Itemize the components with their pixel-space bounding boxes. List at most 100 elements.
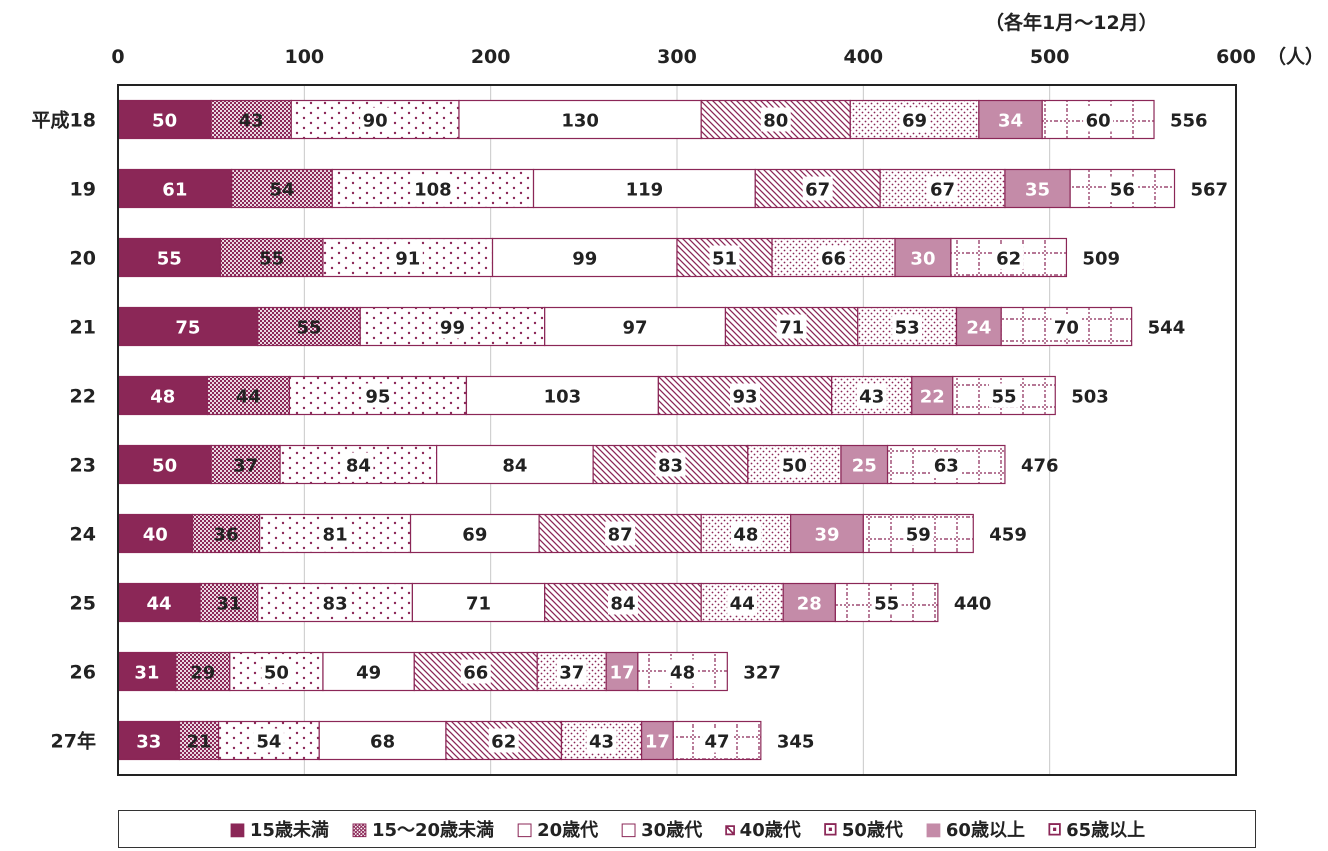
bar-value-label: 99 — [440, 318, 465, 339]
bar-total-label: 544 — [1148, 318, 1186, 339]
bar-value-label: 35 — [1025, 180, 1050, 201]
bar-value-label: 50 — [264, 663, 289, 684]
bar-segment — [318, 720, 447, 761]
bar-label-backing — [460, 659, 491, 684]
bar-segment — [175, 651, 231, 692]
legend-item: ▩ 15～20歳未満 — [351, 816, 494, 842]
category-label: 26 — [70, 662, 96, 684]
legend-marker-icon: □ — [516, 818, 534, 840]
bar-segment — [210, 444, 281, 485]
bar-label-backing — [856, 383, 887, 408]
x-tick-label: 200 — [471, 46, 511, 68]
bar-value-label: 62 — [996, 249, 1021, 270]
bar-label-backing — [488, 728, 519, 753]
plot-frame — [117, 84, 1237, 776]
bar-segment — [894, 237, 952, 278]
legend-label: 15歳未満 — [249, 820, 329, 841]
legend-marker-icon: ⧅ — [724, 818, 736, 840]
bar-value-label: 91 — [395, 249, 420, 270]
bar-label-backing — [392, 245, 423, 270]
bar-label-backing — [760, 107, 791, 132]
bar-value-label: 80 — [763, 111, 788, 132]
bar-label-backing — [556, 659, 587, 684]
bar-value-label: 84 — [610, 594, 635, 615]
legend-item: ■ 15歳未満 — [229, 816, 329, 842]
bar-value-label: 48 — [733, 525, 758, 546]
bar-label-backing — [360, 107, 391, 132]
bar-segment — [117, 582, 201, 623]
bar-label-backing — [607, 590, 638, 615]
bar-value-label: 75 — [175, 318, 200, 339]
bar-label-backing — [779, 452, 810, 477]
category-label: 19 — [70, 179, 96, 201]
legend-marker-icon: ▩ — [350, 818, 368, 840]
bar-value-label: 97 — [623, 318, 648, 339]
bar-label-backing — [320, 590, 351, 615]
bar-value-label: 53 — [895, 318, 920, 339]
category-label: 25 — [70, 593, 96, 615]
legend-label: 65歳以上 — [1066, 820, 1146, 841]
legend-item: ■ 60歳以上 — [925, 816, 1025, 842]
bar-value-label: 50 — [152, 111, 177, 132]
bar-segment — [1069, 168, 1176, 209]
bar-value-label: 99 — [572, 249, 597, 270]
bar-value-label: 17 — [645, 732, 670, 753]
bar-value-label: 119 — [626, 180, 664, 201]
x-tick-label: 0 — [111, 46, 124, 68]
x-tick-label: 300 — [657, 46, 697, 68]
bar-value-label: 50 — [782, 456, 807, 477]
bar-label-backing — [253, 728, 284, 753]
bar-value-label: 28 — [797, 594, 822, 615]
bar-value-label: 44 — [236, 387, 261, 408]
bar-value-label: 34 — [998, 111, 1023, 132]
bar-label-backing — [261, 659, 292, 684]
bar-label-backing — [437, 314, 468, 339]
bar-value-label: 90 — [363, 111, 388, 132]
bar-value-label: 55 — [296, 318, 321, 339]
bar-segment — [117, 444, 212, 485]
bar-segment — [560, 720, 643, 761]
bar-segment — [117, 99, 212, 140]
bar-segment — [436, 444, 594, 485]
legend-marker-icon: □ — [620, 818, 638, 840]
bar-value-label: 56 — [1110, 180, 1135, 201]
bar-label-backing — [605, 521, 636, 546]
bar-total-label: 567 — [1191, 180, 1229, 201]
bar-total-label: 327 — [743, 663, 781, 684]
bar-value-label: 37 — [233, 456, 258, 477]
x-tick-label: 600 — [1216, 46, 1256, 68]
bar-label-backing — [802, 176, 833, 201]
legend-item: ⧅ 40歳代 — [724, 816, 801, 842]
bar-value-label: 31 — [216, 594, 241, 615]
bar-value-label: 17 — [610, 663, 635, 684]
bar-label-backing — [931, 452, 962, 477]
bar-segment — [491, 237, 678, 278]
bar-segment — [117, 168, 233, 209]
category-label: 22 — [70, 386, 96, 408]
category-label: 27年 — [51, 730, 96, 753]
bar-segment — [231, 168, 333, 209]
bar-value-label: 39 — [814, 525, 839, 546]
bar-value-label: 55 — [991, 387, 1016, 408]
bar-value-label: 55 — [157, 249, 182, 270]
bar-total-label: 459 — [989, 525, 1027, 546]
bar-value-label: 130 — [561, 111, 599, 132]
bar-value-label: 68 — [370, 732, 395, 753]
bar-value-label: 67 — [805, 180, 830, 201]
bar-label-backing — [1107, 176, 1138, 201]
bar-value-label: 54 — [269, 180, 294, 201]
bar-label-backing — [655, 452, 686, 477]
bar-label-backing — [709, 245, 740, 270]
bar-segment — [199, 582, 259, 623]
bar-label-backing — [730, 521, 761, 546]
bar-value-label: 44 — [730, 594, 755, 615]
legend-label: 20歳代 — [537, 820, 599, 841]
bar-value-label: 84 — [502, 456, 527, 477]
bar-label-backing — [730, 383, 761, 408]
bar-total-label: 440 — [954, 594, 992, 615]
bar-total-label: 503 — [1071, 387, 1109, 408]
x-tick-label: 100 — [284, 46, 324, 68]
bar-value-label: 43 — [239, 111, 264, 132]
bar-value-label: 95 — [365, 387, 390, 408]
bar-value-label: 30 — [910, 249, 935, 270]
